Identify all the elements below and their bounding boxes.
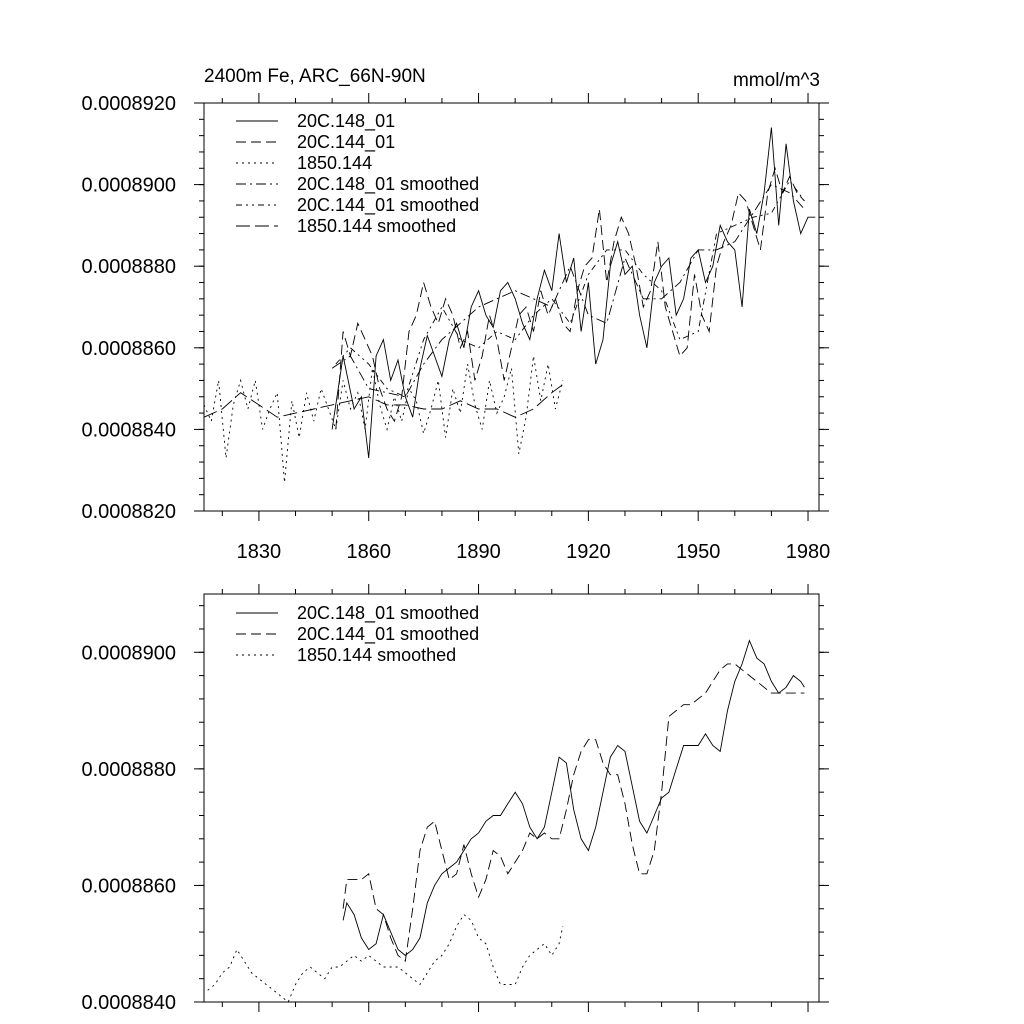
- legend-label: 1850.144 smoothed: [297, 216, 456, 236]
- y-tick-label: 0.0008880: [81, 759, 176, 781]
- y-tick-label: 0.0008840: [81, 992, 176, 1014]
- x-tick-label: 1950: [676, 541, 721, 563]
- legend-label: 20C.144_01 smoothed: [297, 195, 479, 216]
- plot-frame: [203, 593, 820, 1003]
- x-tick-label: 1890: [456, 541, 501, 563]
- legend-label: 20C.144_01: [297, 132, 395, 153]
- legend-label: 1850.144 smoothed: [297, 645, 456, 665]
- bottom-chart: 0.0008840 0.0008860 0.0008880 0.0008900 20C…: [81, 584, 829, 1014]
- units-label: mmol/m^3: [733, 70, 820, 91]
- legend-label: 20C.148_01 smoothed: [297, 174, 479, 195]
- legend-label: 20C.144_01 smoothed: [297, 624, 479, 645]
- x-tick-label: 1980: [786, 541, 831, 563]
- x-tick-label: 1920: [566, 541, 611, 563]
- plot-frame: [203, 102, 820, 512]
- chart-title: 2400m Fe, ARC_66N-90N: [204, 66, 426, 87]
- series-line-20c-148-01: [331, 127, 816, 459]
- legend-label: 1850.144: [297, 153, 372, 173]
- y-tick-label: 0.0008920: [81, 93, 176, 115]
- y-tick-label: 0.0008820: [81, 501, 176, 523]
- y-tick-label: 0.0008900: [81, 642, 176, 664]
- y-tick-label: 0.0008860: [81, 875, 176, 897]
- series-line-1850-144-smoothed: [207, 913, 564, 1003]
- y-tick-label: 0.0008880: [81, 256, 176, 278]
- series-line-1850-144: [203, 355, 564, 483]
- series-line-20c-148-01-smoothed: [342, 639, 805, 956]
- x-tick-label: 1830: [237, 541, 282, 563]
- y-tick-label: 0.0008860: [81, 338, 176, 360]
- legend-label: 20C.148_01: [297, 111, 395, 132]
- y-tick-label: 0.0008900: [81, 175, 176, 197]
- series-line-20c-148-01-smoothed: [331, 184, 805, 398]
- top-chart: 2400m Fe, ARC_66N-90N mmol/m^3 1830 1860 1…: [81, 66, 830, 563]
- y-tick-label: 0.0008840: [81, 419, 176, 441]
- series-line-1850-144-smoothed: [203, 384, 564, 418]
- legend-label: 20C.148_01 smoothed: [297, 603, 479, 624]
- x-tick-label: 1860: [346, 541, 391, 563]
- series-line-20c-144-01-smoothed: [342, 663, 805, 963]
- series-line-20c-144-01: [335, 166, 805, 430]
